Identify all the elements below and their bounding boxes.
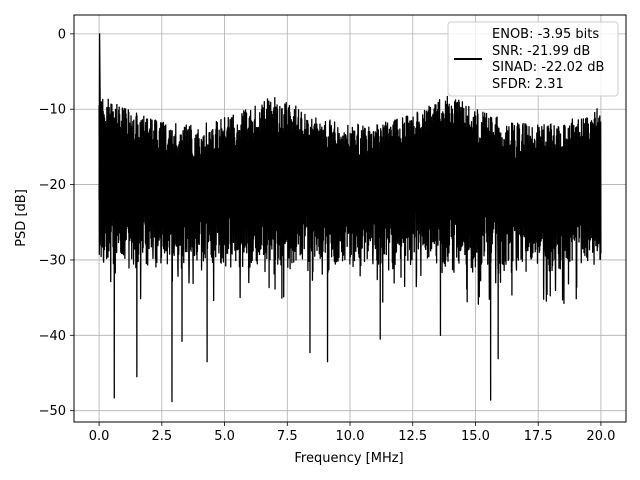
psd-series-line (98, 33, 602, 403)
legend: ENOB: -3.95 bits SNR: -21.99 dB SINAD: -… (447, 21, 619, 97)
x-tick-label: 20.0 (586, 429, 615, 444)
y-tick-label: −10 (39, 103, 66, 118)
x-tick-label: 12.5 (398, 429, 427, 444)
legend-line-snr: SNR: -21.99 dB (492, 44, 590, 59)
y-tick-label: −50 (39, 404, 66, 419)
x-tick-label: 0.0 (89, 429, 110, 444)
legend-line-enob: ENOB: -3.95 bits (492, 27, 599, 42)
plot-area (98, 33, 602, 403)
legend-line-sfdr: SFDR: 2.31 (492, 77, 564, 92)
y-axis-label: PSD [dB] (14, 189, 29, 247)
y-tick-label: −20 (39, 178, 66, 193)
y-axis-ticks: 0 −10 −20 −30 −40 −50 (39, 27, 74, 419)
x-tick-label: 15.0 (461, 429, 490, 444)
y-tick-label: −30 (39, 253, 66, 268)
x-tick-label: 7.5 (277, 429, 298, 444)
x-tick-label: 2.5 (151, 429, 172, 444)
y-tick-label: −40 (39, 329, 66, 344)
x-tick-label: 17.5 (524, 429, 553, 444)
legend-box (447, 21, 619, 97)
x-axis-ticks: 0.0 2.5 5.0 7.5 10.0 12.5 15.0 17.5 20.0 (89, 422, 615, 444)
legend-line-sinad: SINAD: -22.02 dB (492, 60, 604, 75)
x-axis-label: Frequency [MHz] (294, 451, 403, 466)
x-tick-label: 10.0 (336, 429, 365, 444)
y-tick-label: 0 (58, 27, 66, 42)
x-tick-label: 5.0 (214, 429, 235, 444)
